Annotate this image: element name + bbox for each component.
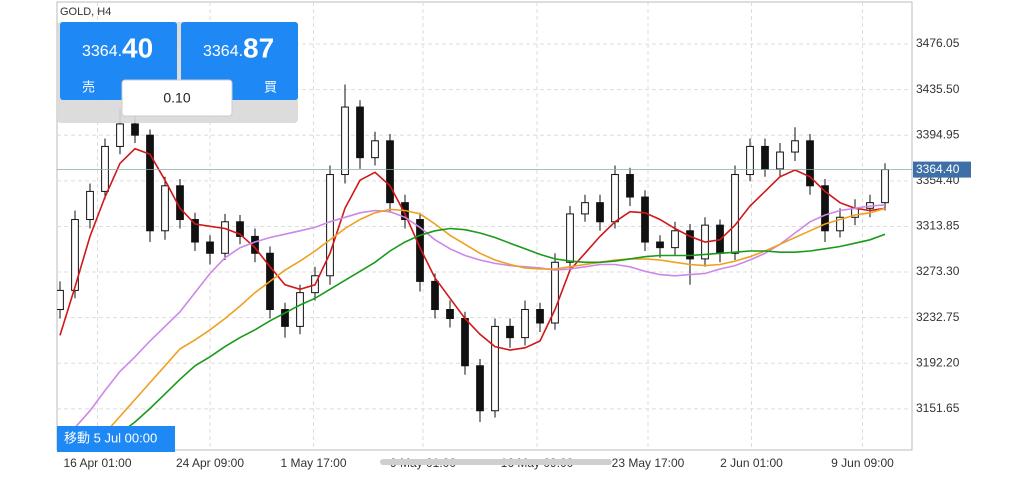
buy-price-prefix: 3364.: [203, 43, 243, 60]
candle-body: [611, 174, 619, 223]
moving-average-line: [104, 207, 886, 434]
candle-body: [326, 174, 334, 277]
y-tick-label: 3192.20: [916, 355, 960, 369]
candle-body: [596, 202, 604, 223]
current-price-label: 3364.40: [916, 162, 960, 176]
buy-label: 買: [264, 79, 277, 94]
candle-body: [281, 309, 289, 327]
buy-price-suffix: 87: [243, 32, 274, 63]
candle-body: [686, 230, 694, 260]
candle-body: [836, 216, 844, 232]
candle-body: [551, 261, 559, 324]
candle-body: [776, 151, 784, 170]
candle-body: [626, 174, 634, 198]
y-tick-label: 3313.85: [916, 219, 960, 233]
candle-body: [521, 309, 529, 339]
y-tick-label: 3273.30: [916, 264, 960, 278]
x-tick-label: 1 May 17:00: [280, 456, 346, 470]
moving-average-line: [59, 204, 886, 440]
candle-body: [476, 365, 484, 412]
x-tick-label: 9 Jun 09:00: [831, 456, 894, 470]
goto-label: 移動 5 Jul 00:00: [64, 430, 157, 445]
candle-body: [161, 185, 169, 232]
y-tick-label: 3435.50: [916, 82, 960, 96]
sell-price-prefix: 3364.: [82, 43, 122, 60]
y-tick-label: 3394.95: [916, 127, 960, 141]
candle-body: [296, 292, 304, 327]
candle-body: [206, 241, 214, 254]
candle-body: [416, 219, 424, 282]
candle-body: [57, 289, 64, 311]
candle-body: [671, 230, 679, 249]
y-tick-label: 3232.75: [916, 310, 960, 324]
candle-body: [536, 309, 544, 324]
candle-body: [491, 325, 499, 412]
y-tick-label: 3151.65: [916, 401, 960, 415]
candle-body: [131, 123, 139, 136]
x-tick-label: 16 Apr 01:00: [63, 456, 131, 470]
x-tick-label: 23 May 17:00: [612, 456, 685, 470]
moving-average-line: [119, 227, 886, 434]
sell-price-suffix: 40: [122, 32, 153, 63]
candle-body: [431, 280, 439, 311]
moving-average-line: [59, 147, 886, 351]
candle-body: [641, 196, 649, 243]
candle-body: [236, 221, 244, 237]
candle-body: [86, 190, 94, 221]
scrollbar[interactable]: [380, 459, 612, 465]
candle-body: [791, 140, 799, 153]
sell-label: 売: [82, 79, 95, 94]
candle-body: [806, 140, 814, 187]
goto-button[interactable]: [57, 426, 175, 452]
candle-body: [446, 309, 454, 320]
candle-body: [566, 213, 574, 263]
candle-body: [506, 325, 514, 339]
candle-body: [881, 169, 889, 204]
candle-body: [341, 106, 349, 176]
candle-body: [656, 241, 664, 249]
candle-body: [116, 123, 124, 147]
candle-body: [371, 140, 379, 159]
lot-value: 0.10: [163, 90, 190, 106]
x-tick-label: 2 Jun 01:00: [720, 456, 783, 470]
lot-field[interactable]: [121, 79, 233, 117]
y-tick-label: 3476.05: [916, 36, 960, 50]
current-price-box: [913, 161, 971, 178]
candle-body: [356, 106, 364, 159]
candle-body: [581, 202, 589, 215]
candle-body: [221, 221, 229, 254]
symbol-title: GOLD, H4: [60, 6, 111, 18]
candle-body: [731, 174, 739, 254]
candle-body: [386, 140, 394, 204]
candle-body: [761, 145, 769, 170]
candle-body: [191, 219, 199, 243]
candle-body: [746, 145, 754, 176]
candle-body: [101, 145, 109, 192]
candle-body: [821, 185, 829, 232]
candle-body: [146, 134, 154, 232]
candle-body: [71, 219, 79, 291]
candle-body: [461, 318, 469, 367]
x-tick-label: 24 Apr 09:00: [176, 456, 244, 470]
